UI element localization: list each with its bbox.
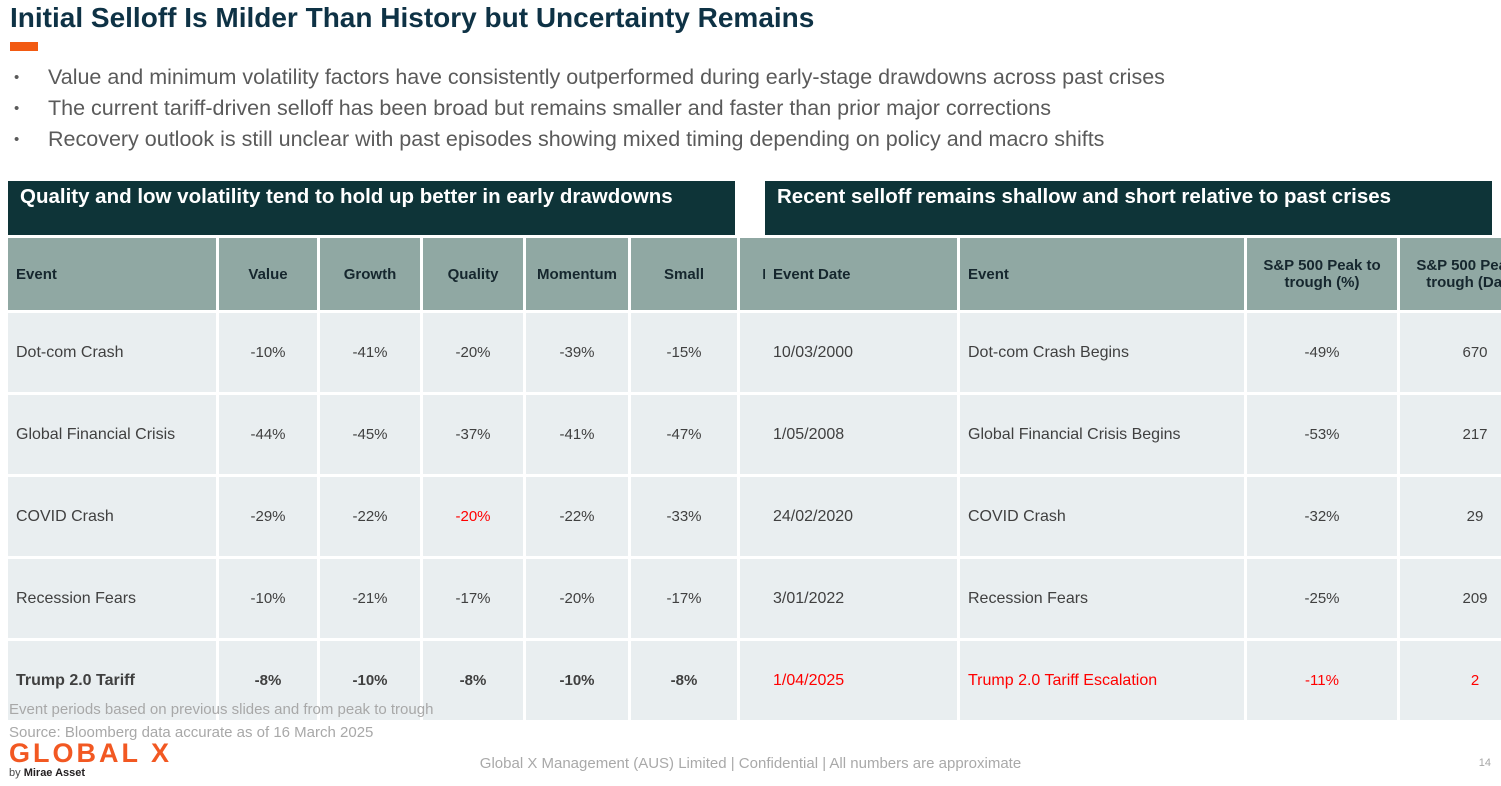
cell-value: -44% — [219, 395, 317, 474]
cell-value: -22% — [320, 477, 420, 556]
column-header-quality: Quality — [423, 238, 523, 310]
event-label: Trump 2.0 Tariff Escalation — [960, 641, 1244, 720]
column-header-small: Small — [631, 238, 737, 310]
mirae-asset-byline: by Mirae Asset — [9, 767, 86, 779]
event-label: Dot-com Crash Begins — [960, 313, 1244, 392]
cell-value: -37% — [423, 395, 523, 474]
cell-value: -41% — [320, 313, 420, 392]
bullet-icon: • — [14, 100, 20, 117]
globalx-wordmark: GLOBAL X — [9, 738, 173, 768]
column-header-momentum: Momentum — [526, 238, 628, 310]
cell-value: -11% — [1247, 641, 1397, 720]
table-row: 10/03/2000 Dot-com Crash Begins -49% 670 — [765, 313, 1501, 392]
column-header-event: Event — [960, 238, 1244, 310]
event-label: Trump 2.0 Tariff — [8, 641, 216, 720]
selloff-history-table: Event Date Event S&P 500 Peak to trough … — [762, 235, 1501, 723]
cell-value: -22% — [526, 477, 628, 556]
cell-value: -21% — [320, 559, 420, 638]
cell-value: -17% — [631, 559, 737, 638]
column-header-event-date: Event Date — [765, 238, 957, 310]
bullet-icon: • — [14, 69, 20, 86]
event-date: 10/03/2000 — [765, 313, 957, 392]
cell-value: -33% — [631, 477, 737, 556]
bullet-icon: • — [14, 131, 20, 148]
bullet-text: Value and minimum volatility factors hav… — [48, 65, 1165, 89]
cell-value: -32% — [1247, 477, 1397, 556]
cell-value: -20% — [526, 559, 628, 638]
table-row: Recession Fears -10% -21% -17% -20% -17%… — [8, 559, 841, 638]
event-date: 3/01/2022 — [765, 559, 957, 638]
event-label: COVID Crash — [960, 477, 1244, 556]
selloff-history-panel: Recent selloff remains shallow and short… — [765, 181, 1501, 723]
title-accent-bar — [10, 42, 38, 51]
cell-value: -17% — [423, 559, 523, 638]
cell-value: -49% — [1247, 313, 1397, 392]
table-row: Trump 2.0 Tariff -8% -10% -8% -10% -8% -… — [8, 641, 841, 720]
factor-drawdown-panel: Quality and low volatility tend to hold … — [8, 181, 841, 723]
event-label: Dot-com Crash — [8, 313, 216, 392]
cell-value: -41% — [526, 395, 628, 474]
table-row: 24/02/2020 COVID Crash -32% 29 — [765, 477, 1501, 556]
table-header-row: Event Value Growth Quality Momentum Smal… — [8, 238, 841, 310]
table-row: 1/04/2025 Trump 2.0 Tariff Escalation -1… — [765, 641, 1501, 720]
event-label: Global Financial Crisis Begins — [960, 395, 1244, 474]
column-header-peak-trough-days: S&P 500 Peak to trough (Days) — [1400, 238, 1501, 310]
bullet-item: • The current tariff-driven selloff has … — [14, 93, 1484, 124]
cell-value: -15% — [631, 313, 737, 392]
cell-value: -45% — [320, 395, 420, 474]
cell-value: -10% — [320, 641, 420, 720]
bullet-text: The current tariff-driven selloff has be… — [48, 96, 1052, 120]
cell-value: -47% — [631, 395, 737, 474]
cell-value: 670 — [1400, 313, 1501, 392]
cell-value: 217 — [1400, 395, 1501, 474]
cell-value: -29% — [219, 477, 317, 556]
event-date: 1/04/2025 — [765, 641, 957, 720]
cell-value: -25% — [1247, 559, 1397, 638]
event-label: Recession Fears — [960, 559, 1244, 638]
table-row: 3/01/2022 Recession Fears -25% 209 — [765, 559, 1501, 638]
cell-value: -53% — [1247, 395, 1397, 474]
cell-value: -8% — [631, 641, 737, 720]
column-header-event: Event — [8, 238, 216, 310]
cell-value: -8% — [423, 641, 523, 720]
table-row: Dot-com Crash -10% -41% -20% -39% -15% -… — [8, 313, 841, 392]
bullet-item: • Recovery outlook is still unclear with… — [14, 124, 1484, 155]
cell-value: 2 — [1400, 641, 1501, 720]
column-header-peak-trough-pct: S&P 500 Peak to trough (%) — [1247, 238, 1397, 310]
event-label: COVID Crash — [8, 477, 216, 556]
factor-drawdown-table: Event Value Growth Quality Momentum Smal… — [5, 235, 844, 723]
page-number: 14 — [1478, 757, 1491, 769]
globalx-logo: GLOBAL X by Mirae Asset — [9, 738, 173, 780]
cell-value: -39% — [526, 313, 628, 392]
table-row: COVID Crash -29% -22% -20% -22% -33% -23… — [8, 477, 841, 556]
footnotes: Event periods based on previous slides a… — [9, 699, 433, 744]
table-row: Global Financial Crisis -44% -45% -37% -… — [8, 395, 841, 474]
bullet-item: • Value and minimum volatility factors h… — [14, 62, 1484, 93]
bullet-list: • Value and minimum volatility factors h… — [14, 62, 1484, 155]
cell-value: -20% — [423, 313, 523, 392]
table-row: 1/05/2008 Global Financial Crisis Begins… — [765, 395, 1501, 474]
event-date: 1/05/2008 — [765, 395, 957, 474]
column-header-growth: Growth — [320, 238, 420, 310]
footnote-line: Source: Bloomberg data accurate as of 16… — [9, 723, 374, 741]
column-header-value: Value — [219, 238, 317, 310]
selloff-panel-title: Recent selloff remains shallow and short… — [765, 181, 1492, 235]
cell-value: -10% — [219, 559, 317, 638]
footnote-line: Event periods based on previous slides a… — [9, 701, 434, 718]
factor-panel-title: Quality and low volatility tend to hold … — [8, 181, 735, 235]
cell-value: -10% — [219, 313, 317, 392]
event-label: Global Financial Crisis — [8, 395, 216, 474]
bullet-text: Recovery outlook is still unclear with p… — [48, 127, 1105, 151]
cell-value: -8% — [219, 641, 317, 720]
table-header-row: Event Date Event S&P 500 Peak to trough … — [765, 238, 1501, 310]
confidentiality-footer: Global X Management (AUS) Limited | Conf… — [479, 755, 1022, 772]
cell-value: -20% — [423, 477, 523, 556]
cell-value: 29 — [1400, 477, 1501, 556]
event-date: 24/02/2020 — [765, 477, 957, 556]
cell-value: -10% — [526, 641, 628, 720]
event-label: Recession Fears — [8, 559, 216, 638]
cell-value: 209 — [1400, 559, 1501, 638]
page-title: Initial Selloff Is Milder Than History b… — [10, 2, 815, 33]
